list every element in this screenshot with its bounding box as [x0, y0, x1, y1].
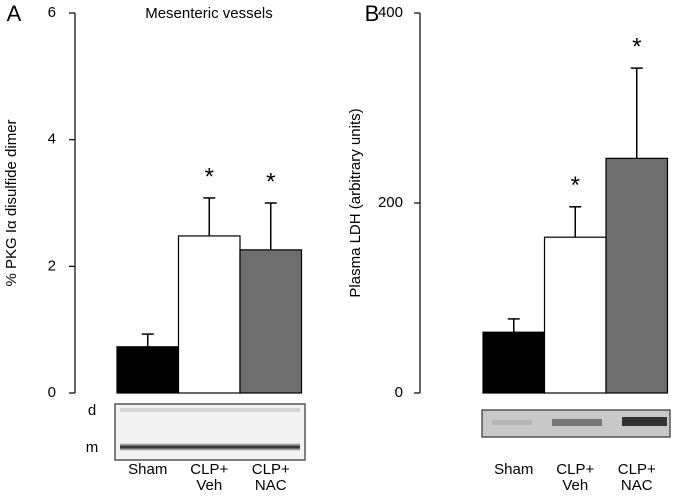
x-tick-label: Sham	[494, 461, 533, 478]
x-tick-label: Sham	[128, 461, 167, 478]
significance-marker: *	[571, 172, 580, 199]
y-tick-label: 4	[48, 131, 56, 148]
blot-label: m	[86, 439, 99, 456]
y-axis-label: Plasma LDH (arbitrary units)	[347, 108, 364, 297]
bar	[543, 236, 607, 394]
y-tick-label: 0	[395, 384, 403, 401]
bar	[239, 249, 303, 394]
x-tick-label: CLP+ NAC	[618, 461, 656, 494]
bar	[177, 235, 241, 394]
bar	[605, 157, 669, 394]
significance-marker: *	[205, 163, 214, 190]
significance-marker: *	[266, 168, 275, 195]
y-tick-label: 2	[48, 257, 56, 274]
western-blot	[481, 409, 671, 438]
panel-label: A	[7, 1, 22, 26]
significance-marker: *	[632, 33, 641, 60]
panel-label: B	[365, 1, 380, 26]
x-tick-label: CLP+ Veh	[190, 461, 228, 494]
y-tick-label: 6	[48, 4, 56, 21]
western-blot	[114, 403, 306, 461]
y-axis-label: % PKG Iα disulfide dimer	[3, 119, 20, 286]
x-tick-label: CLP+ Veh	[556, 461, 594, 494]
y-tick-label: 400	[378, 4, 403, 21]
bar	[116, 346, 180, 394]
chart-title: Mesenteric vessels	[145, 5, 273, 22]
bar	[482, 331, 546, 394]
blot-label: d	[88, 402, 96, 419]
x-tick-label: CLP+ NAC	[252, 461, 290, 494]
y-tick-label: 0	[48, 384, 56, 401]
y-tick-label: 200	[378, 194, 403, 211]
